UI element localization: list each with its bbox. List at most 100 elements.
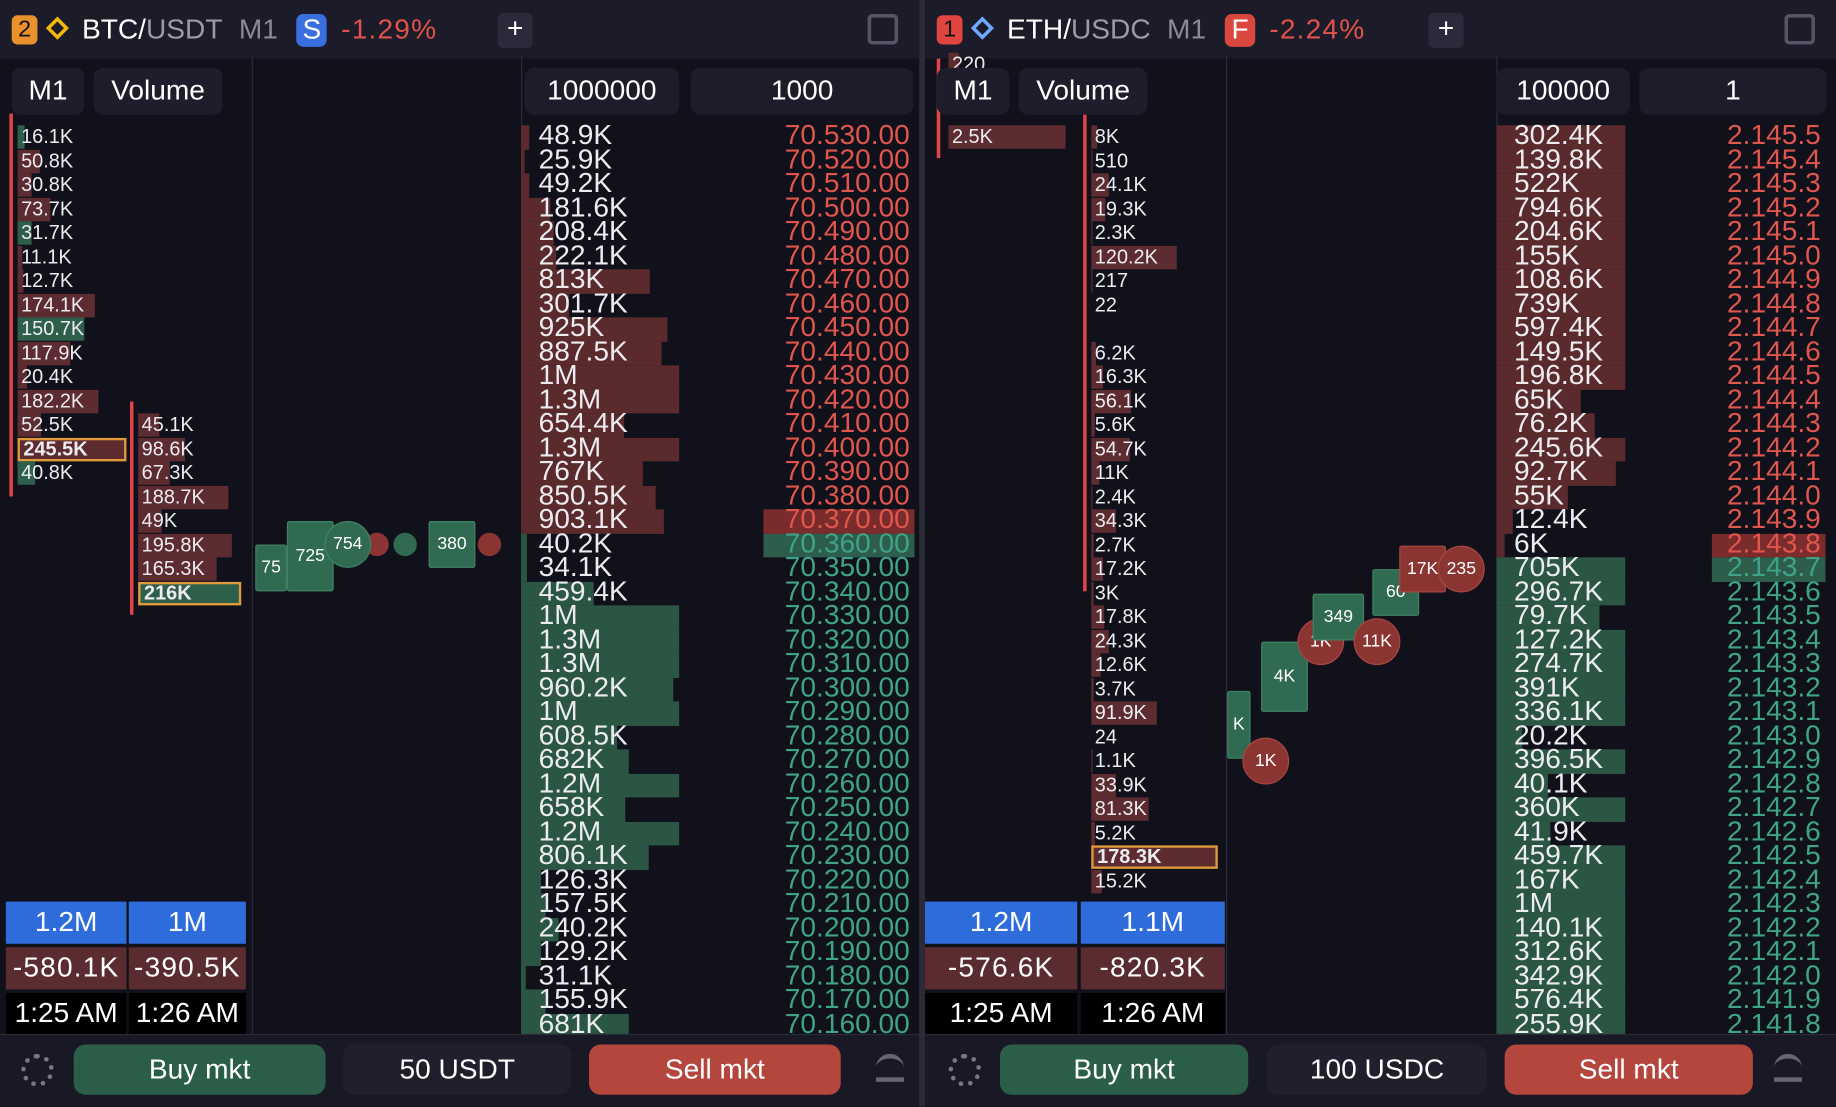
cluster-bar — [17, 197, 51, 221]
cluster-value: 15.2K — [1094, 869, 1147, 892]
book-bar — [1496, 893, 1626, 918]
book-price: 2.144.6 — [1727, 335, 1821, 368]
add-button[interactable]: + — [1428, 12, 1464, 49]
book-price: 70.190.00 — [784, 935, 910, 968]
trade-bubble: 380 — [428, 521, 476, 568]
book-volume: 245.6K — [1513, 431, 1604, 464]
cluster-bar — [17, 173, 32, 197]
book-volume: 903.1K — [538, 503, 628, 536]
trade-bubble: 235 — [1437, 545, 1485, 593]
cluster-bar — [138, 581, 242, 605]
mode-select[interactable]: M1 — [936, 67, 1010, 115]
book-volume: 1M — [1513, 887, 1554, 920]
exchange-badge: S — [296, 14, 328, 47]
delta: -576.6K — [925, 947, 1078, 990]
book-price: 2.145.1 — [1727, 215, 1821, 248]
book-bar — [521, 293, 569, 318]
book-volume: 342.9K — [1513, 959, 1604, 992]
book-price: 70.440.00 — [784, 335, 910, 368]
book-bar — [521, 149, 526, 174]
book-volume: 126.3K — [538, 863, 628, 896]
add-button[interactable]: + — [497, 12, 533, 49]
book-volume: 20.2K — [1513, 719, 1588, 752]
cluster-value: 24.1K — [1094, 173, 1147, 196]
amount-input[interactable]: 100 USDC — [1266, 1044, 1488, 1095]
book-price: 2.143.0 — [1727, 719, 1821, 752]
book-price: 70.410.00 — [784, 407, 910, 440]
step-filter[interactable]: 1000 — [690, 67, 914, 115]
settings-button[interactable] — [948, 1053, 982, 1087]
book-bar — [1496, 941, 1626, 966]
trade-dot — [393, 532, 417, 557]
collapse-button[interactable] — [875, 1053, 904, 1082]
book-bar — [521, 701, 680, 726]
book-bar — [521, 317, 668, 342]
cluster-bar — [1091, 173, 1109, 197]
mode-select[interactable]: M1 — [11, 67, 85, 115]
expand-button[interactable] — [1784, 14, 1815, 45]
book-bar — [1496, 293, 1626, 318]
book-price: 2.145.3 — [1727, 167, 1821, 200]
timeframe: M1 — [238, 14, 278, 46]
candle-wick — [1083, 113, 1087, 592]
settings-button[interactable] — [21, 1053, 54, 1087]
cluster-value: 16.1K — [21, 125, 74, 148]
cluster-value: 19.3K — [1094, 197, 1147, 220]
buy-button[interactable]: Buy mkt — [73, 1044, 326, 1095]
book-volume: 127.2K — [1513, 623, 1604, 656]
volume-filter[interactable]: 1000000 — [524, 67, 680, 115]
cluster-bar — [1091, 461, 1100, 485]
cluster-bar — [1091, 701, 1157, 725]
cluster-bar — [138, 533, 232, 557]
candle-wick — [129, 401, 134, 615]
book-price: 70.280.00 — [784, 719, 910, 752]
cluster-value: 5.2K — [1094, 821, 1136, 844]
collapse-button[interactable] — [1773, 1053, 1803, 1082]
book-price: 70.430.00 — [784, 359, 910, 392]
book-price: 2.145.0 — [1727, 239, 1821, 272]
cluster-bar — [1091, 845, 1218, 869]
book-bar — [521, 269, 650, 294]
book-volume: 1.3M — [538, 623, 602, 656]
book-volume: 155K — [1513, 239, 1580, 272]
cluster-bar — [138, 485, 229, 509]
book-bar — [521, 797, 626, 822]
expand-button[interactable] — [867, 14, 899, 45]
metric-select[interactable]: Volume — [1018, 67, 1148, 115]
panel: 2 BTC/USDT M1 S -1.29% +16.1K 50.8K 30.8K 73.7K 3… — [0, 0, 920, 1107]
buy-button[interactable]: Buy mkt — [999, 1044, 1249, 1095]
sell-button[interactable]: Sell mkt — [588, 1044, 841, 1095]
book-bar — [1496, 365, 1626, 390]
book-price: 70.400.00 — [784, 431, 910, 464]
metric-select[interactable]: Volume — [93, 67, 223, 115]
book-price: 70.360.00 — [784, 527, 910, 560]
cluster-bar — [1091, 629, 1109, 653]
book-volume: 55K — [1513, 479, 1565, 512]
cluster-bar — [1091, 821, 1095, 845]
trade-bubble: 11K — [1353, 618, 1401, 666]
book-price: 70.240.00 — [784, 815, 910, 848]
book-price: 2.142.9 — [1727, 743, 1821, 776]
sell-button[interactable]: Sell mkt — [1504, 1044, 1753, 1095]
amount-input[interactable]: 50 USDT — [343, 1044, 572, 1095]
volume-filter[interactable]: 100000 — [1496, 67, 1630, 115]
book-price: 70.260.00 — [784, 767, 910, 800]
step-filter[interactable]: 1 — [1639, 67, 1827, 115]
cluster-value: 188.7K — [141, 485, 205, 508]
book-volume: 34.1K — [538, 551, 613, 584]
book-volume: 167K — [1513, 863, 1580, 896]
book-bar — [1496, 221, 1626, 246]
book-volume: 76.2K — [1513, 407, 1588, 440]
book-bar — [521, 773, 680, 798]
time: 1:26 AM — [1080, 992, 1225, 1036]
book-bar — [521, 965, 526, 990]
cluster-bar — [1091, 557, 1104, 581]
cluster-value: 120.2K — [1094, 245, 1158, 268]
book-bar — [521, 341, 662, 366]
cluster-value: 49K — [141, 509, 178, 532]
cluster-value: 50.8K — [21, 149, 74, 172]
cluster-bar — [17, 413, 41, 437]
book-volume: 129.2K — [538, 935, 628, 968]
cluster-value: 182.2K — [21, 389, 85, 412]
book-price: 2.143.1 — [1727, 695, 1821, 728]
